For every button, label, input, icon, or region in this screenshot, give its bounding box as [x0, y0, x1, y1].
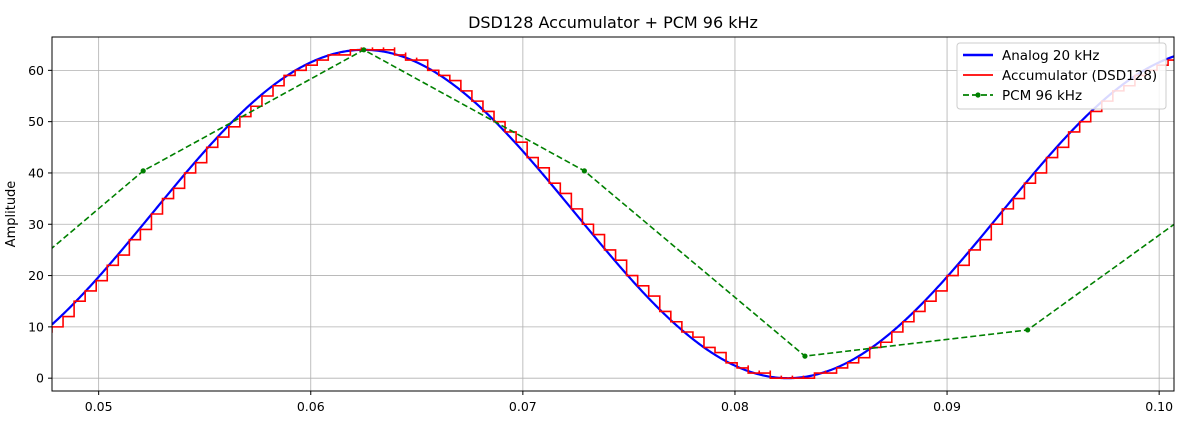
x-tick-label: 0.10	[1145, 399, 1173, 414]
x-tick-label: 0.06	[297, 399, 325, 414]
axis-ticks: 0.05 0.06 0.07 0.08 0.09 0.10 0 10 20 30 40 50 60	[28, 63, 1173, 414]
pcm-point	[361, 47, 367, 53]
y-tick-label: 60	[28, 63, 44, 78]
series-line-accumulator	[52, 47, 1174, 379]
legend-label: Analog 20 kHz	[1002, 48, 1099, 64]
series-layer	[52, 47, 1174, 380]
x-tick-label: 0.08	[721, 399, 749, 414]
y-tick-label: 50	[28, 114, 44, 129]
y-tick-label: 20	[28, 268, 44, 283]
legend-box	[956, 42, 1167, 110]
y-tick-label: 0	[36, 371, 44, 386]
pcm-point	[802, 353, 808, 359]
x-tick-label: 0.05	[85, 399, 113, 414]
legend-label: Accumulator (DSD128)	[1002, 68, 1157, 84]
legend-label: PCM 96 kHz	[1002, 88, 1082, 104]
legend: Analog 20 kHz Accumulator (DSD128) PCM 96 …	[956, 42, 1167, 110]
y-axis-label: Amplitude	[4, 181, 19, 248]
legend-marker	[975, 92, 981, 98]
plot-frame	[51, 36, 1175, 392]
pcm-point	[581, 168, 587, 174]
y-tick-label: 30	[28, 217, 44, 232]
pcm-point	[140, 168, 146, 174]
x-tick-label: 0.07	[509, 399, 537, 414]
series-line-analog	[52, 48, 1174, 380]
x-tick-label: 0.09	[933, 399, 961, 414]
y-tick-label: 10	[28, 319, 44, 334]
chart-title: DSD128 Accumulator + PCM 96 kHz	[468, 13, 758, 32]
y-tick-label: 40	[28, 165, 44, 180]
pcm-point	[1025, 327, 1031, 333]
